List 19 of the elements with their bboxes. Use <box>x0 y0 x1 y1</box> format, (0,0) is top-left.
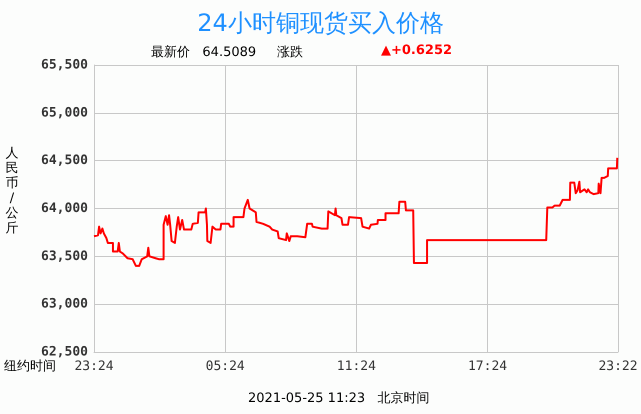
y-tick-label: 64,500 <box>41 153 88 168</box>
text: ▲+0.6252 <box>381 43 452 58</box>
y-tick-label: 65,000 <box>41 105 88 120</box>
y-axis-title: 人民币/公斤 <box>5 146 19 236</box>
chart-subtitle: 最新价 64.5089 涨跌 <box>151 44 303 61</box>
x-axis-title: 纽约时间 <box>4 358 56 375</box>
x-tick-label: 23:24 <box>74 359 114 374</box>
chart-title: 24小时铜现货买入价格 <box>197 9 444 37</box>
x-tick-label: 11:24 <box>336 359 376 374</box>
y-tick-label: 63,000 <box>41 296 88 312</box>
x-tick-label: 17:24 <box>468 359 508 374</box>
line-series <box>93 156 618 267</box>
text: 2021-05-25 11:23 北京时间 <box>248 390 430 407</box>
x-tick-label: 05:24 <box>206 359 245 374</box>
y-tick-label: 63,500 <box>41 248 88 264</box>
y-tick-label: 64,000 <box>41 201 88 216</box>
y-tick-label: 62,500 <box>41 344 88 360</box>
x-tick-label: 23:22 <box>598 359 638 374</box>
y-tick-label: 65,500 <box>41 58 88 72</box>
